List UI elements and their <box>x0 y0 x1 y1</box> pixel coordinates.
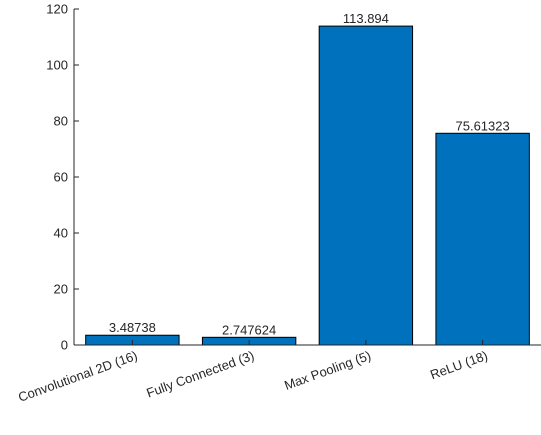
x-tick-label-1: Fully Connected (3) <box>144 348 256 401</box>
data-label-3: 75.61323 <box>456 118 510 133</box>
y-ticks-group: 0 20 40 60 80 100 120 <box>46 2 79 353</box>
y-tick-label-5: 100 <box>46 58 68 73</box>
data-label-1: 2.747624 <box>222 322 276 337</box>
bar-3 <box>435 132 530 346</box>
data-label-2: 113.894 <box>343 11 389 26</box>
x-tick-label-2: Max Pooling (5) <box>282 348 373 393</box>
y-tick-label-2: 40 <box>54 226 68 241</box>
bar-2 <box>318 25 414 346</box>
x-tick-label-0: Convolutional 2D (16) <box>16 348 139 405</box>
y-tick-label-6: 120 <box>46 2 68 17</box>
bars-group <box>85 25 530 346</box>
x-ticks-group: Convolutional 2D (16) Fully Connected (3)… <box>16 340 490 405</box>
y-tick-label-1: 20 <box>54 282 68 297</box>
data-label-0: 3.48738 <box>109 320 156 335</box>
y-tick-label-0: 0 <box>61 338 68 353</box>
x-tick-label-3: ReLU (18) <box>428 348 489 383</box>
data-labels-group: 3.48738 2.747624 113.894 75.61323 <box>109 11 510 337</box>
y-tick-label-4: 80 <box>54 114 68 129</box>
y-tick-label-3: 60 <box>54 170 68 185</box>
